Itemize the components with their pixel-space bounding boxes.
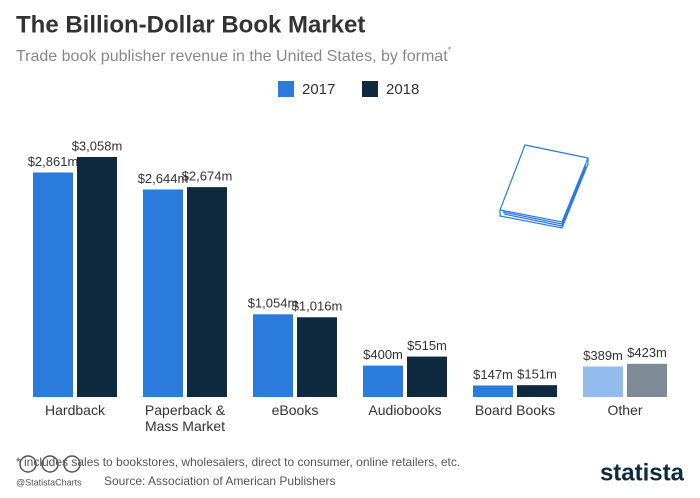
bar [627,363,667,397]
value-label: $2,644m [138,171,189,186]
bar [407,356,447,397]
x-tick-label: Other [607,402,643,418]
handle: @StatistaCharts [16,477,82,487]
value-label: $389m [583,348,623,363]
value-label: $147m [473,367,513,382]
subtitle-text: Trade book publisher revenue in the Unit… [16,48,448,65]
value-label: $423m [627,345,667,360]
bar [33,172,73,397]
subtitle-mark: * [448,45,452,55]
chart-title: The Billion-Dollar Book Market [16,11,365,38]
value-label: $400m [363,347,403,362]
footnote: * includes sales to bookstores, wholesal… [16,455,460,469]
bar [143,189,183,397]
legend-swatch [278,81,294,97]
bar [253,314,293,397]
value-label: $2,674m [182,169,233,184]
bar [583,366,623,397]
value-label: $3,058m [72,138,123,153]
source: Source: Association of American Publishe… [104,474,335,488]
x-tick-label: Audiobooks [368,402,442,418]
x-tick-label: Paperback & Mass Market [144,402,226,434]
value-label: $515m [407,338,447,353]
x-tick-label: eBooks [271,402,319,418]
bar [297,317,337,397]
value-label: $151m [517,367,557,382]
book-icon [499,144,589,229]
bar [363,365,403,397]
bar [187,187,227,397]
legend-label: 2018 [386,81,419,98]
chart-subtitle: Trade book publisher revenue in the Unit… [16,45,452,65]
x-tick-label: Hardback [45,402,105,418]
license-icons [19,455,81,473]
value-label: $1,016m [292,299,343,314]
value-label: $1,054m [248,296,299,311]
bar [517,385,557,397]
bar [77,157,117,397]
value-label: $2,861m [28,154,79,169]
brand-logo: statista [600,459,685,486]
x-tick-label: Board Books [474,402,556,418]
legend-swatch [362,81,378,97]
bar [473,385,513,397]
legend-label: 2017 [302,81,335,98]
